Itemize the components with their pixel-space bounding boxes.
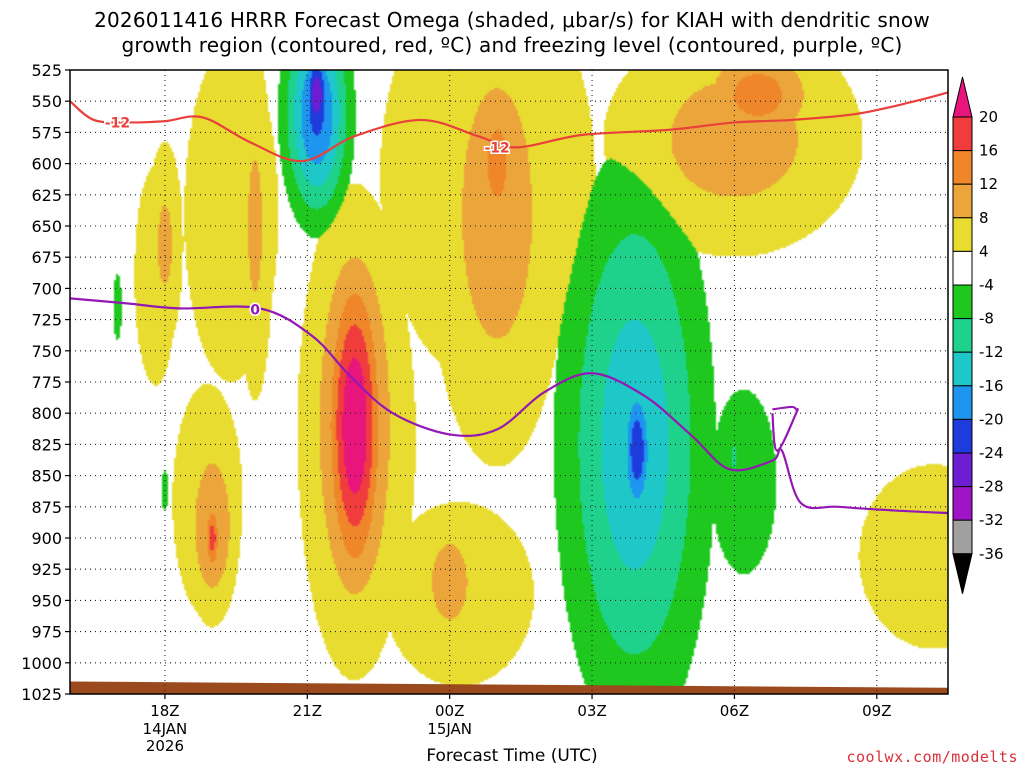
colorbar-swatch <box>952 250 973 286</box>
y-tick-label: 975 <box>31 623 62 642</box>
contour-lines: -12 -12 0 <box>69 91 949 515</box>
y-tick-label: 825 <box>31 435 62 454</box>
y-axis: 525 550 575 600 625 650 675 700 725 750 775 800 825 8… <box>21 61 70 704</box>
x-axis-label: Forecast Time (UTC) <box>426 746 598 766</box>
y-tick-label: 600 <box>31 155 62 174</box>
colorbar-top-triangle <box>952 76 973 118</box>
ground-fill <box>70 681 948 694</box>
y-tick-label: 650 <box>31 217 62 236</box>
colorbar: 20 16 12 8 4 -4 -8 -12 -16 -20 -24 -28 -32 -36 <box>952 76 1004 594</box>
x-tick-label: 03Z <box>577 702 606 720</box>
colorbar-tick-label: -28 <box>979 478 1004 496</box>
colorbar-swatch <box>952 318 973 353</box>
colorbar-tick-label: 20 <box>979 108 998 126</box>
colorbar-tick-label: 12 <box>979 175 998 193</box>
y-tick-label: 1000 <box>21 654 62 673</box>
y-tick-label: 950 <box>31 591 62 610</box>
y-tick-label: 1025 <box>21 685 62 704</box>
x-tick-label: 21Z <box>293 702 322 720</box>
colorbar-swatch <box>952 284 973 320</box>
y-tick-label: 625 <box>31 186 62 205</box>
y-tick-label: 725 <box>31 311 62 330</box>
colorbar-tick-label: -32 <box>979 511 1004 529</box>
credit-text: coolwx.com/modelts <box>846 748 1018 766</box>
colorbar-tick-label: -12 <box>979 343 1004 361</box>
y-tick-label: 775 <box>31 373 62 392</box>
dendritic-contour-line <box>69 91 949 163</box>
omega-field <box>70 70 948 694</box>
colorbar-tick-label: 4 <box>979 242 989 260</box>
x-tick-label: 09Z <box>862 702 891 720</box>
y-tick-label: 850 <box>31 467 62 486</box>
colorbar-swatch <box>952 385 973 420</box>
colorbar-tick-label: -36 <box>979 545 1004 563</box>
x-tick-label: 00Z <box>435 702 464 720</box>
y-tick-label: 700 <box>31 279 62 298</box>
colorbar-swatch <box>952 116 973 152</box>
y-tick-label: 925 <box>31 560 62 579</box>
colorbar-tick-label: 8 <box>979 209 989 227</box>
colorbar-swatch <box>952 452 973 488</box>
contour-label: -12 <box>105 115 130 131</box>
colorbar-tick-label: 16 <box>979 142 998 160</box>
y-tick-label: 750 <box>31 342 62 361</box>
colorbar-tick-label: -8 <box>979 310 994 328</box>
x-tick-label: 18Z <box>150 702 179 720</box>
colorbar-swatch <box>952 519 973 555</box>
contour-label: 0 <box>250 303 260 319</box>
ground-strip <box>70 681 948 694</box>
grid-lines <box>70 69 948 694</box>
colorbar-swatch <box>952 351 973 387</box>
y-tick-label: 525 <box>31 61 62 80</box>
contour-label: -12 <box>484 140 509 156</box>
y-tick-label: 900 <box>31 529 62 548</box>
y-tick-label: 675 <box>31 248 62 267</box>
colorbar-tick-label: -4 <box>979 276 994 294</box>
colorbar-tick-label: -16 <box>979 377 1004 395</box>
colorbar-swatch <box>952 150 973 185</box>
x-tick-sublabel: 2026 <box>146 737 184 755</box>
y-tick-label: 875 <box>31 498 62 517</box>
x-tick-sublabel: 14JAN <box>143 720 188 738</box>
colorbar-swatch <box>952 183 973 219</box>
x-tick-sublabel: 15JAN <box>427 720 472 738</box>
chart-title-line-1: 2026011416 HRRR Forecast Omega (shaded, … <box>94 8 930 32</box>
colorbar-swatch <box>952 217 973 252</box>
freezing-level-loop <box>771 405 799 452</box>
omega-shading <box>70 70 948 694</box>
chart-title-line-2: growth region (contoured, red, ºC) and f… <box>121 33 903 57</box>
y-tick-label: 800 <box>31 404 62 423</box>
freezing-level-line <box>69 297 949 515</box>
colorbar-tick-label: -24 <box>979 444 1004 462</box>
colorbar-bottom-triangle <box>952 553 973 594</box>
colorbar-swatch <box>952 486 973 521</box>
x-tick-label: 06Z <box>720 702 749 720</box>
colorbar-swatch <box>952 418 973 454</box>
y-tick-label: 575 <box>31 123 62 142</box>
colorbar-tick-label: -20 <box>979 410 1004 428</box>
y-tick-label: 550 <box>31 92 62 111</box>
